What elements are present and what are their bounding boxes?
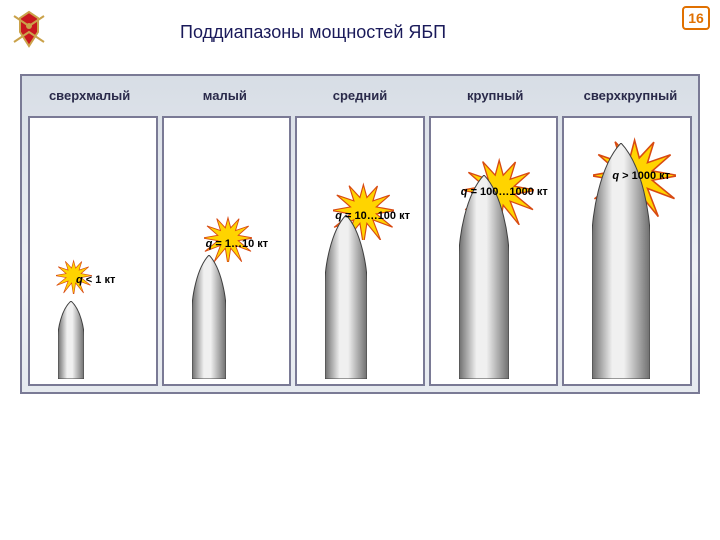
- category-cells: q < 1 кт q = 1…10 кт q = 10…100 кт: [28, 116, 692, 386]
- warhead-icon: [58, 301, 84, 384]
- category-cell: q > 1000 кт: [562, 116, 692, 386]
- category-headers: сверхмалыймалыйсреднийкрупныйсверхкрупны…: [22, 82, 698, 116]
- warhead-icon: [325, 215, 367, 384]
- yield-label: q = 100…1000 кт: [461, 186, 548, 198]
- warhead-icon: [459, 175, 509, 384]
- yield-label: q = 1…10 кт: [206, 238, 269, 250]
- warhead-icon: [192, 255, 226, 384]
- yield-label: q < 1 кт: [76, 274, 115, 286]
- page-title: Поддиапазоны мощностей ЯБП: [180, 22, 446, 43]
- category-header: средний: [292, 82, 427, 116]
- category-header: сверхмалый: [22, 82, 157, 116]
- yield-panel: сверхмалыймалыйсреднийкрупныйсверхкрупны…: [20, 74, 700, 394]
- category-cell: q = 1…10 кт: [162, 116, 292, 386]
- category-cell: q = 100…1000 кт: [429, 116, 559, 386]
- category-header: сверхкрупный: [563, 82, 698, 116]
- yield-label: q > 1000 кт: [612, 170, 670, 182]
- emblem-icon: [8, 8, 50, 50]
- yield-label: q = 10…100 кт: [335, 210, 410, 222]
- slide-number: 16: [682, 6, 710, 30]
- category-cell: q < 1 кт: [28, 116, 158, 386]
- category-header: малый: [157, 82, 292, 116]
- category-cell: q = 10…100 кт: [295, 116, 425, 386]
- category-header: крупный: [428, 82, 563, 116]
